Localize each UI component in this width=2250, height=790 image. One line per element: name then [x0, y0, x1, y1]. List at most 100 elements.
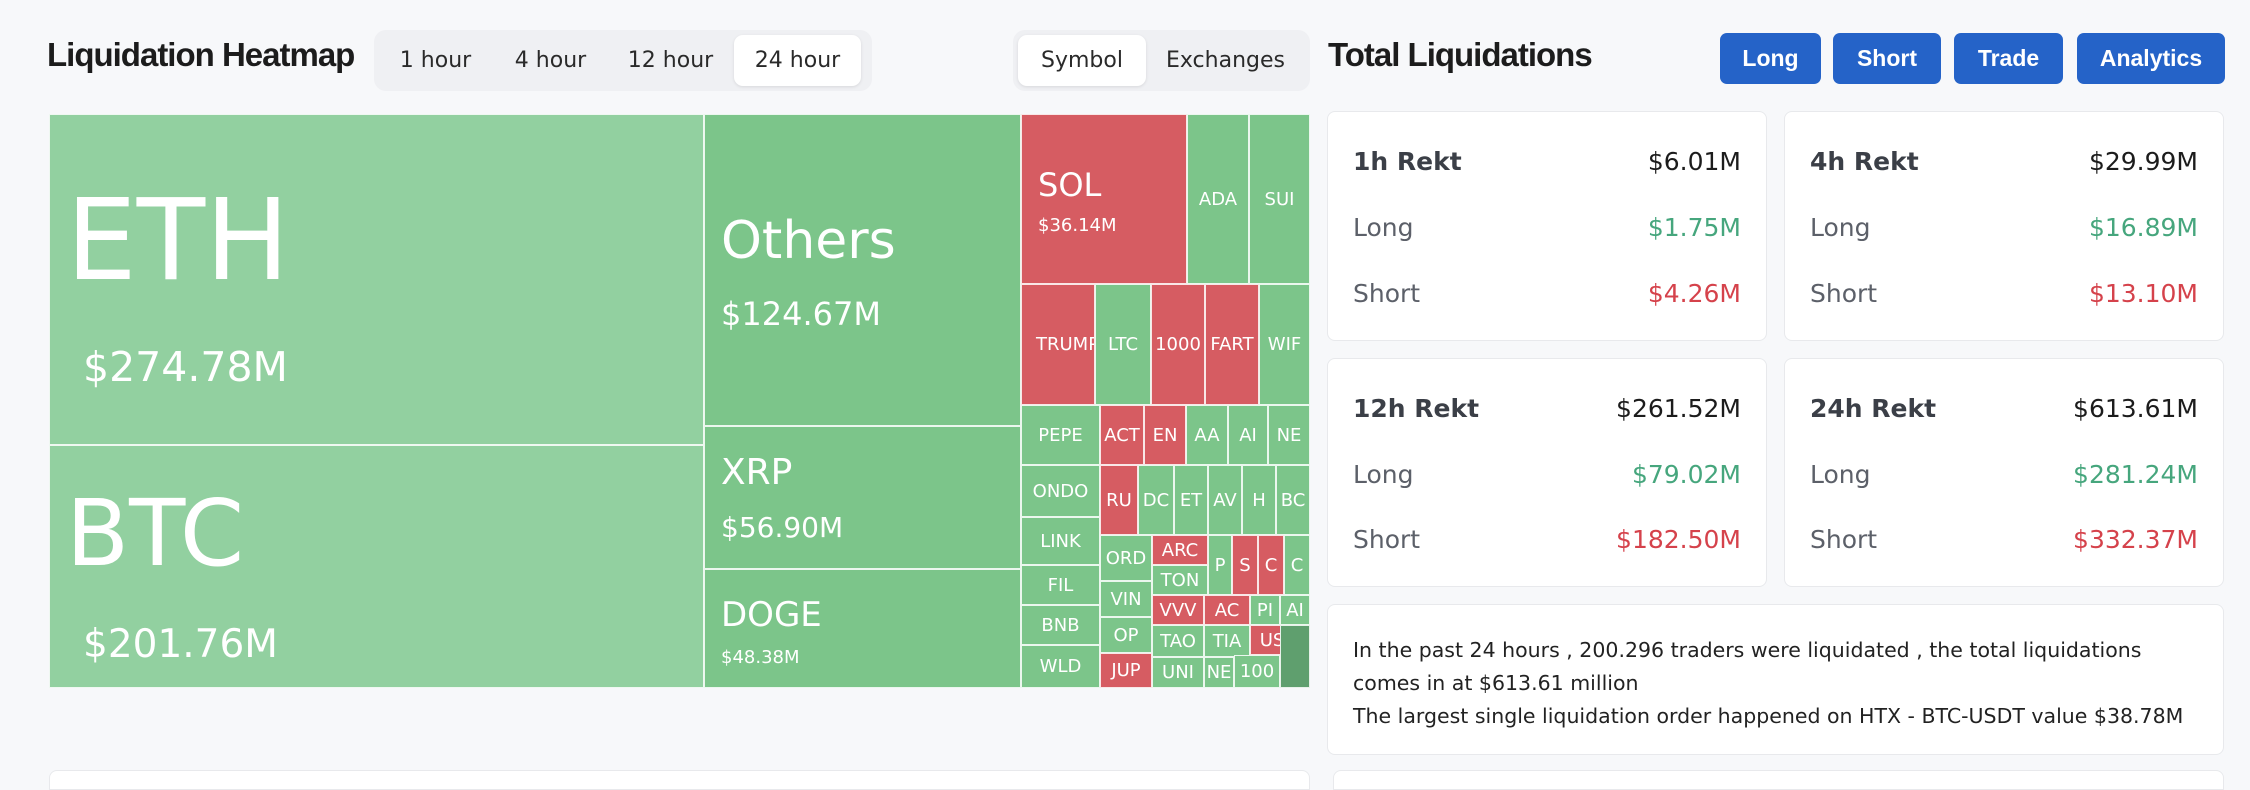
- treemap-cell[interactable]: UNI: [1152, 657, 1204, 688]
- treemap-cell[interactable]: ADA: [1187, 114, 1249, 284]
- treemap-cell[interactable]: WLD: [1021, 645, 1100, 688]
- time-range-tabs: 1 hour 4 hour 12 hour 24 hour: [374, 30, 872, 91]
- rekt-card-1h: 1h Rekt $6.01M Long $1.75M Short $4.26M: [1327, 111, 1767, 341]
- view-tabs: Symbol Exchanges: [1013, 30, 1310, 91]
- next-panel: [49, 770, 1310, 790]
- treemap-value: $274.78M: [83, 343, 288, 391]
- treemap-symbol: BTC: [66, 480, 245, 587]
- treemap-value: $48.38M: [721, 647, 800, 668]
- treemap-cell[interactable]: RU: [1100, 465, 1138, 535]
- liquidation-treemap: ETH $274.78M BTC $201.76M Others $124.67…: [49, 114, 1310, 688]
- treemap-cell[interactable]: FART: [1205, 284, 1259, 405]
- treemap-cell[interactable]: ACT: [1100, 405, 1144, 465]
- treemap-cell[interactable]: 1000: [1151, 284, 1205, 405]
- card-heading: 4h Rekt: [1810, 147, 1919, 176]
- treemap-cell[interactable]: TON: [1152, 565, 1208, 595]
- treemap-cell-btc[interactable]: BTC $201.76M: [49, 445, 704, 688]
- treemap-cell[interactable]: AV: [1208, 465, 1242, 535]
- treemap-cell[interactable]: ORD: [1100, 535, 1152, 581]
- treemap-cell[interactable]: LTC: [1095, 284, 1151, 405]
- tab-12-hour[interactable]: 12 hour: [627, 48, 714, 73]
- long-value: $1.75M: [1647, 213, 1741, 242]
- treemap-cell[interactable]: 100: [1234, 655, 1280, 688]
- treemap-cell[interactable]: AI: [1280, 595, 1310, 625]
- treemap-cell[interactable]: AA: [1186, 405, 1228, 465]
- treemap-cell[interactable]: NE: [1268, 405, 1310, 465]
- treemap-cell[interactable]: AI: [1228, 405, 1268, 465]
- rekt-card-24h: 24h Rekt $613.61M Long $281.24M Short $332.…: [1784, 358, 2224, 587]
- treemap-cell[interactable]: VVV: [1152, 595, 1204, 625]
- short-value: $13.10M: [2088, 279, 2198, 308]
- treemap-cell-small[interactable]: [1280, 625, 1310, 688]
- rekt-card-12h: 12h Rekt $261.52M Long $79.02M Short $182.5…: [1327, 358, 1767, 587]
- card-total: $613.61M: [2073, 394, 2198, 423]
- rekt-card-4h: 4h Rekt $29.99M Long $16.89M Short $13.10M: [1784, 111, 2224, 341]
- treemap-symbol: Others: [721, 211, 896, 271]
- treemap-cell[interactable]: C: [1258, 535, 1284, 595]
- long-label: Long: [1353, 460, 1414, 489]
- treemap-cell[interactable]: PEPE: [1021, 405, 1100, 465]
- short-label: Short: [1353, 279, 1421, 308]
- next-panel: [1333, 770, 2224, 790]
- card-heading: 1h Rekt: [1353, 147, 1462, 176]
- treemap-cell[interactable]: BNB: [1021, 605, 1100, 645]
- treemap-symbol: ETH: [66, 176, 290, 306]
- treemap-cell[interactable]: TIA: [1204, 625, 1250, 657]
- short-label: Short: [1353, 525, 1421, 554]
- short-label: Short: [1810, 279, 1878, 308]
- treemap-cell-xrp[interactable]: XRP $56.90M: [704, 426, 1021, 569]
- treemap-cell[interactable]: P: [1208, 535, 1232, 595]
- treemap-value: $124.67M: [721, 295, 881, 333]
- treemap-cell[interactable]: ARC: [1152, 535, 1208, 565]
- treemap-symbol: DOGE: [721, 595, 822, 635]
- treemap-cell[interactable]: C: [1284, 535, 1310, 595]
- treemap-cell-doge[interactable]: DOGE $48.38M: [704, 569, 1021, 688]
- treemap-cell[interactable]: PI: [1250, 595, 1280, 625]
- short-button[interactable]: Short: [1833, 33, 1941, 84]
- treemap-cell-others[interactable]: Others $124.67M: [704, 114, 1021, 426]
- tab-symbol[interactable]: Symbol: [1018, 35, 1146, 86]
- treemap-value: $36.14M: [1038, 215, 1117, 236]
- treemap-value: $201.76M: [83, 622, 278, 667]
- treemap-cell[interactable]: OP: [1100, 617, 1152, 653]
- treemap-cell[interactable]: BC: [1276, 465, 1310, 535]
- tab-4-hour[interactable]: 4 hour: [514, 48, 587, 73]
- card-total: $29.99M: [2088, 147, 2198, 176]
- short-label: Short: [1810, 525, 1878, 554]
- treemap-cell[interactable]: DC: [1138, 465, 1174, 535]
- treemap-cell[interactable]: TRUMP: [1021, 284, 1095, 405]
- treemap-cell[interactable]: ONDO: [1021, 465, 1100, 517]
- treemap-cell-eth[interactable]: ETH $274.78M: [49, 114, 704, 445]
- treemap-cell[interactable]: H: [1242, 465, 1276, 535]
- tab-1-hour[interactable]: 1 hour: [399, 48, 472, 73]
- treemap-cell[interactable]: ET: [1174, 465, 1208, 535]
- treemap-cell-sol[interactable]: SOL $36.14M: [1021, 114, 1187, 284]
- treemap-symbol: XRP: [721, 452, 793, 493]
- treemap-cell[interactable]: LINK: [1021, 517, 1100, 565]
- treemap-cell[interactable]: SUI: [1249, 114, 1310, 284]
- treemap-cell[interactable]: AC: [1204, 595, 1250, 625]
- treemap-cell[interactable]: VIN: [1100, 581, 1152, 617]
- card-total: $6.01M: [1647, 147, 1741, 176]
- tab-exchanges[interactable]: Exchanges: [1166, 48, 1285, 73]
- treemap-cell[interactable]: FIL: [1021, 565, 1100, 605]
- treemap-cell[interactable]: S: [1232, 535, 1258, 595]
- long-label: Long: [1810, 213, 1871, 242]
- totals-title: Total Liquidations: [1328, 36, 1593, 73]
- treemap-cell[interactable]: WIF: [1259, 284, 1310, 405]
- long-label: Long: [1810, 460, 1871, 489]
- long-button[interactable]: Long: [1720, 33, 1821, 84]
- long-value: $79.02M: [1631, 460, 1741, 489]
- short-value: $332.37M: [2073, 525, 2198, 554]
- card-heading: 24h Rekt: [1810, 394, 1937, 423]
- short-value: $4.26M: [1647, 279, 1741, 308]
- card-total: $261.52M: [1616, 394, 1741, 423]
- treemap-cell[interactable]: JUP: [1100, 653, 1152, 688]
- trade-button[interactable]: Trade: [1954, 33, 2063, 84]
- tab-24-hour[interactable]: 24 hour: [734, 35, 861, 86]
- card-heading: 12h Rekt: [1353, 394, 1480, 423]
- treemap-cell[interactable]: NE: [1204, 657, 1234, 688]
- treemap-cell[interactable]: EN: [1144, 405, 1186, 465]
- analytics-button[interactable]: Analytics: [2077, 33, 2225, 84]
- treemap-cell[interactable]: TAO: [1152, 625, 1204, 657]
